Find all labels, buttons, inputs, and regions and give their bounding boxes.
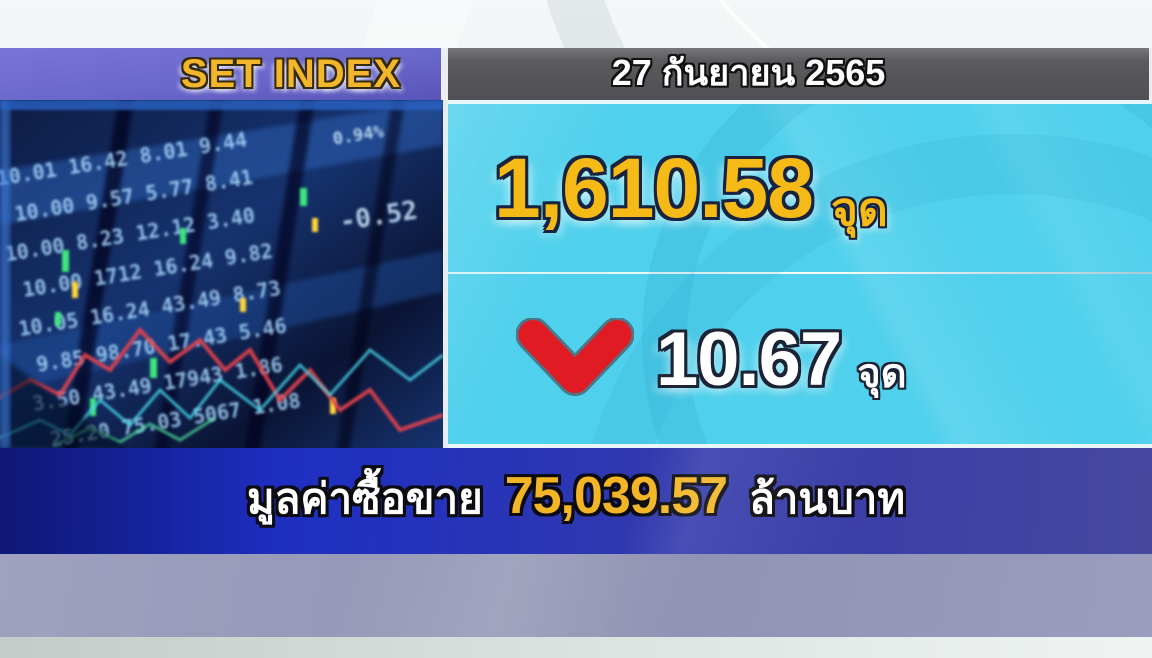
board-slats — [57, 80, 409, 480]
set-index-title-bar: SET INDEX — [0, 48, 441, 100]
date-bar: 27 กันยายน 2565 — [448, 48, 1152, 100]
panel-divider — [443, 100, 448, 448]
index-change-row: 10.67 จุด — [448, 274, 1152, 444]
stock-board-illustration: 10.01 16.42 8.01 9.44 10.00 9.57 5.77 8.… — [0, 80, 444, 480]
index-value-row: 1,610.58 จุด — [448, 104, 1152, 272]
turnover-line: มูลค่าซื้อขาย 75,039.57 ล้านบาท — [247, 466, 905, 532]
change-value: 10.67 — [656, 316, 842, 402]
stock-board-photo: 10.01 16.42 8.01 9.44 10.00 9.57 5.77 8.… — [0, 80, 444, 480]
index-panel: 1,610.58 จุด 10.67 จุด — [448, 100, 1152, 448]
date-label: 27 กันยายน 2565 — [611, 52, 886, 93]
red-trend-line — [0, 326, 444, 433]
index-value: 1,610.58 — [494, 141, 814, 235]
turnover-unit: ล้านบาท — [749, 475, 906, 522]
change-unit: จุด — [857, 352, 907, 396]
header-divider — [441, 48, 448, 100]
lower-band — [0, 554, 1152, 637]
page-title: SET INDEX — [180, 52, 401, 96]
turnover-bar: มูลค่าซื้อขาย 75,039.57 ล้านบาท — [0, 448, 1152, 554]
turnover-value: 75,039.57 — [504, 467, 728, 525]
index-unit: จุด — [830, 183, 888, 235]
bottom-strip — [0, 637, 1152, 658]
turnover-label: มูลค่าซื้อขาย — [246, 475, 483, 522]
chevron-down-icon — [516, 318, 634, 397]
